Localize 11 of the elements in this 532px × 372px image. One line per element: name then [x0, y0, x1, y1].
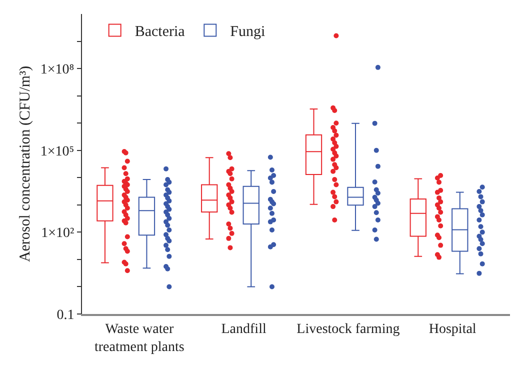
y-tick-label: 1×10⁵	[40, 144, 74, 160]
legend-label: Bacteria	[134, 24, 186, 40]
y-axis-title: Aerosol concentration (CFU/m³)	[18, 66, 34, 262]
x-tick-label: Hospital	[428, 322, 476, 337]
y-tick-label: 0.1	[56, 308, 74, 323]
x-tick-label: Livestock farming	[296, 322, 400, 337]
y-tick-label: 1×10²	[41, 226, 74, 242]
y-tick-label: 1×10⁸	[40, 62, 74, 78]
x-tick-label: Waste water treatment plants	[94, 322, 184, 355]
x-tick-label: Landfill	[221, 322, 266, 337]
legend-label: Fungi	[230, 24, 266, 40]
